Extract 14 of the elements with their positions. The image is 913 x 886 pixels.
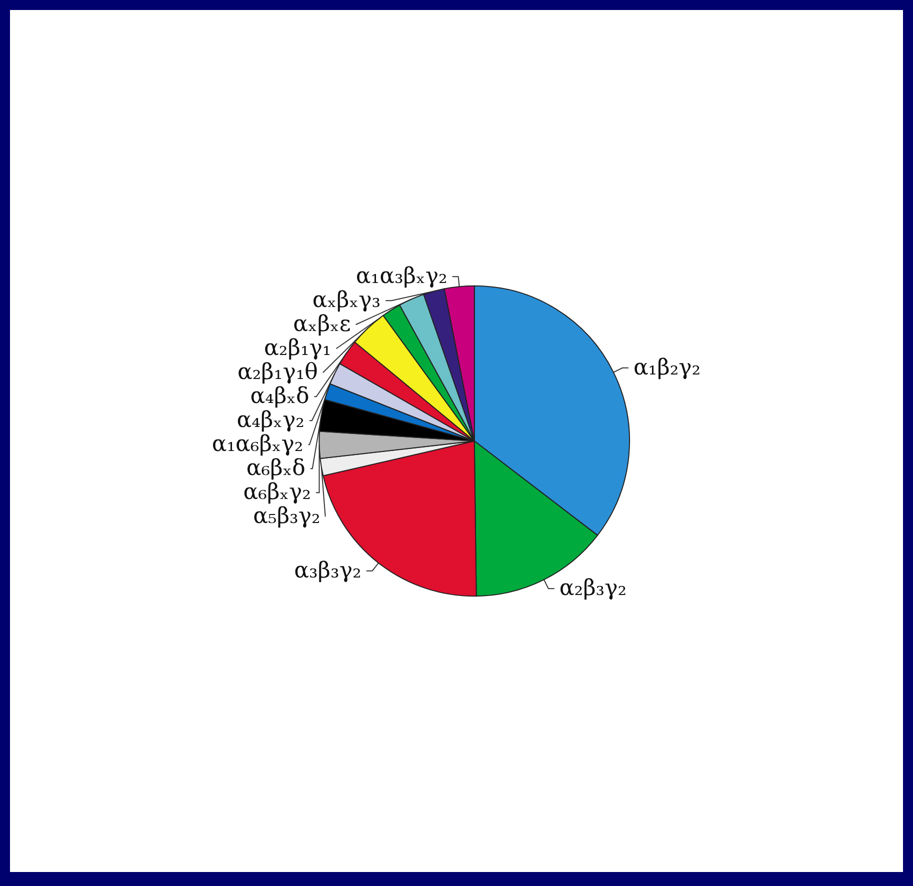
slice-label: α₁α₃βₓγ₂ xyxy=(356,264,448,290)
slice-label: α₁α₆βₓγ₂ xyxy=(212,432,304,458)
slice-label: αₓβₓε xyxy=(293,312,351,338)
slice-label: α₅β₃γ₂ xyxy=(253,504,320,530)
slice-label: α₄βₓγ₂ xyxy=(236,408,304,434)
slice-label: α₂β₁γ₁ xyxy=(264,336,332,362)
slice-label: α₆βₓδ xyxy=(246,456,306,482)
slice-label: α₄βₓδ xyxy=(250,384,310,410)
slice-label: α₆βₓγ₂ xyxy=(243,480,311,506)
slice-label: α₃β₃γ₂ xyxy=(294,558,362,584)
slice-label: α₁β₂γ₂ xyxy=(633,355,701,380)
slice-label: αₓβₓγ₃ xyxy=(312,288,381,314)
slice-label: α₂β₃γ₂ xyxy=(559,576,627,602)
slice-label: α₂β₁γ₁θ xyxy=(237,360,318,386)
